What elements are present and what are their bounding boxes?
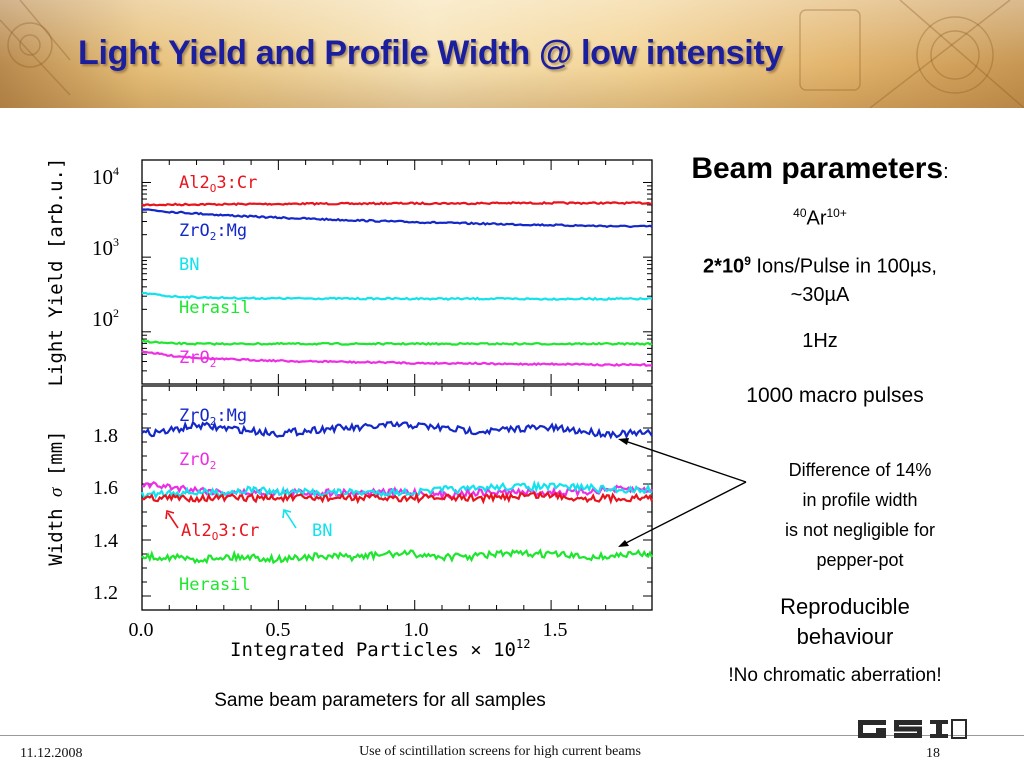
intensity-rest: Ions/Pulse in 100µs,	[750, 255, 937, 278]
width-legend-herasil: Herasil	[179, 575, 251, 595]
width-legend-zro2: ZrO2	[179, 450, 216, 472]
footer-divider	[0, 735, 1024, 736]
series-line-herasil	[141, 548, 653, 565]
repetition-rate: 1Hz	[802, 330, 838, 352]
note-line-3: is not negligible for	[784, 520, 936, 540]
y-tick-label-1.8: 1.8	[93, 425, 118, 447]
chart-caption: Same beam parameters for all samples	[214, 690, 546, 711]
header-banner: Light Yield and Profile Width @ low inte…	[0, 0, 1024, 108]
x-axis-label: Integrated Particles × 1012	[230, 637, 530, 661]
difference-note: Difference of 14% in profile width is no…	[740, 455, 980, 575]
width-series	[140, 420, 654, 565]
series-line-zro2mg	[141, 208, 653, 229]
bn-arrowhead	[282, 508, 292, 519]
y-tick-label-1.6: 1.6	[93, 477, 118, 499]
series-line-bn	[140, 479, 653, 500]
beam-heading: Beam parameters:	[660, 152, 980, 186]
al2o3cr-arrowhead	[165, 509, 175, 520]
reproducible-line-2: behaviour	[796, 624, 894, 649]
footer-date: 11.12.2008	[20, 746, 83, 761]
page-number: 18	[926, 746, 940, 761]
callout-arrow-lower	[621, 481, 747, 546]
ion-mass: 40	[793, 206, 807, 220]
beam-heading-colon: :	[943, 161, 949, 183]
slide-title: Light Yield and Profile Width @ low inte…	[78, 34, 784, 72]
chromatic-note: !No chromatic aberration!	[728, 665, 942, 686]
width-legend-bn: BN	[312, 521, 332, 541]
ion-charge: 10+	[826, 206, 847, 220]
width-ticks	[141, 386, 652, 610]
callout-arrowhead-lower	[618, 540, 629, 547]
series-line-al2o3cr	[141, 200, 653, 207]
y-tick-label-1.2: 1.2	[93, 582, 118, 604]
intensity-line: 2*109 Ions/Pulse in 100µs,	[660, 254, 980, 279]
note-line-2: in profile width	[802, 490, 918, 510]
ion-species: 40Ar10+	[700, 206, 940, 231]
width-legend-al2o3cr: Al2O3:Cr	[181, 521, 259, 543]
reproducible-note: Reproducible behaviour	[730, 592, 960, 652]
note-line-4: pepper-pot	[816, 550, 904, 570]
legend-bn: BN	[179, 255, 199, 275]
series-line-zro2	[141, 350, 653, 367]
header-sheen	[0, 0, 1024, 108]
legend-zro2: ZrO2	[179, 348, 216, 370]
gsi-logo	[858, 719, 967, 739]
x-tick-label-0.5: 0.5	[266, 619, 291, 641]
series-line-zro2mg	[141, 420, 653, 440]
bn-arrow	[284, 510, 297, 529]
intensity-exp: 9	[744, 254, 751, 268]
beam-current: ~30µA	[790, 284, 850, 306]
legend-al2o3cr: Al2O3:Cr	[179, 173, 257, 195]
series-line-bn	[141, 291, 653, 301]
reproducible-line-1: Reproducible	[780, 594, 910, 619]
chart-area: 104 103 102 Light Yield [arb.u.] Al2O3:C…	[45, 158, 654, 661]
light-yield-series	[141, 200, 653, 367]
beam-heading-text: Beam parameters	[691, 152, 944, 185]
x-tick-label-1.0: 1.0	[404, 619, 429, 641]
note-line-1: Difference of 14%	[788, 460, 932, 480]
x-tick-label-1.5: 1.5	[543, 619, 568, 641]
x-tick-label-0.0: 0.0	[129, 619, 154, 641]
callout-arrow-upper	[621, 439, 747, 483]
y-tick-label-1e3: 103	[92, 235, 119, 260]
y-tick-label-1.4: 1.4	[93, 530, 118, 552]
ion-symbol: Ar	[806, 207, 827, 230]
header-decoration	[0, 0, 1024, 108]
width-legend-zro2mg: ZrO2:Mg	[179, 406, 247, 428]
light-yield-axis-label: Light Yield [arb.u.]	[45, 158, 67, 387]
series-line-herasil	[141, 339, 653, 346]
y-tick-label-1e4: 104	[92, 164, 119, 189]
light-yield-plot-frame	[141, 159, 653, 385]
legend-herasil: Herasil	[179, 298, 251, 318]
series-line-al2o3cr	[141, 490, 654, 505]
footer-title: Use of scintillation screens for high cu…	[359, 744, 641, 759]
width-axis-label: Width σ [mm]	[45, 430, 67, 565]
macro-pulses: 1000 macro pulses	[746, 384, 924, 407]
light-yield-ticks	[141, 159, 652, 385]
callout-arrowhead-upper	[618, 438, 629, 445]
intensity-bold: 2*10	[703, 255, 745, 278]
y-tick-label-1e2: 102	[92, 306, 119, 331]
al2o3cr-arrow	[167, 512, 179, 529]
legend-zro2mg: ZrO2:Mg	[179, 221, 247, 243]
